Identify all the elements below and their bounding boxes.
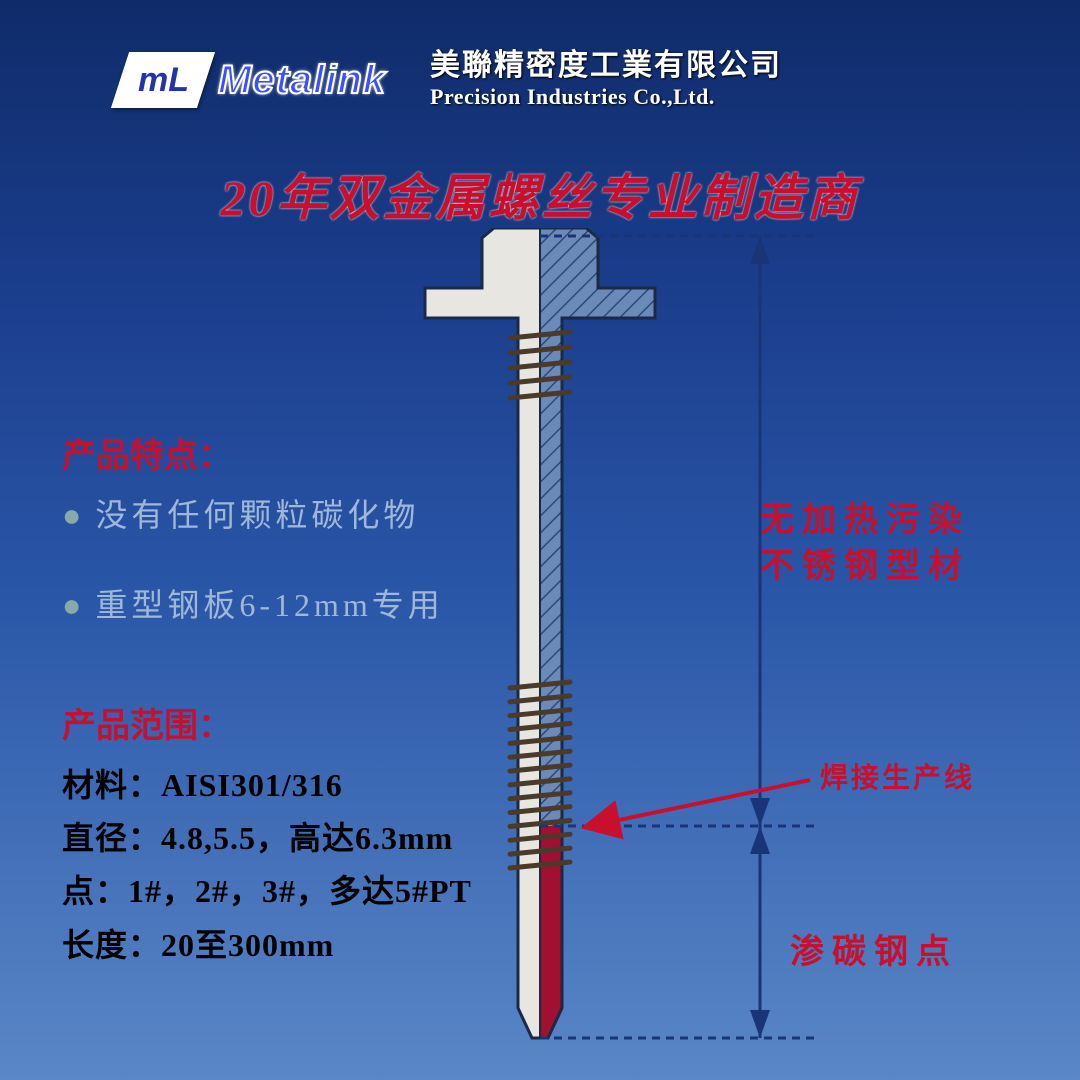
company-name-en: Precision Industries Co.,Ltd. bbox=[430, 84, 782, 110]
product-range-body: 材料：AISI301/316 直径：4.8,5.5，高达6.3mm 点：1#，2… bbox=[62, 760, 472, 973]
company-name: 美聯精密度工業有限公司 Precision Industries Co.,Ltd… bbox=[430, 40, 782, 110]
headline: 20年双金属螺丝专业制造商 bbox=[0, 158, 1080, 230]
range-diameter: 直径：4.8,5.5，高达6.3mm bbox=[62, 813, 472, 864]
brand-logo: mL Metalink bbox=[120, 52, 386, 108]
bullet-icon: ● bbox=[62, 587, 85, 623]
feature-item-2: ●重型钢板6-12mm专用 bbox=[62, 580, 444, 631]
range-length: 长度：20至300mm bbox=[62, 920, 472, 971]
logo-mark: mL bbox=[111, 52, 215, 108]
bullet-icon: ● bbox=[62, 497, 85, 533]
product-features-heading: 产品特点： bbox=[62, 430, 232, 484]
product-range-heading: 产品范围： bbox=[62, 700, 232, 754]
feature-item-1: ●没有任何颗粒碳化物 bbox=[62, 490, 419, 541]
range-point: 点：1#，2#，3#，多达5#PT bbox=[62, 866, 472, 917]
range-material: 材料：AISI301/316 bbox=[62, 760, 472, 811]
logo-wordmark: Metalink bbox=[218, 60, 386, 100]
company-name-cn: 美聯精密度工業有限公司 bbox=[430, 40, 782, 84]
screw-diagram bbox=[420, 228, 980, 1058]
logo-mark-text: mL bbox=[138, 63, 189, 97]
